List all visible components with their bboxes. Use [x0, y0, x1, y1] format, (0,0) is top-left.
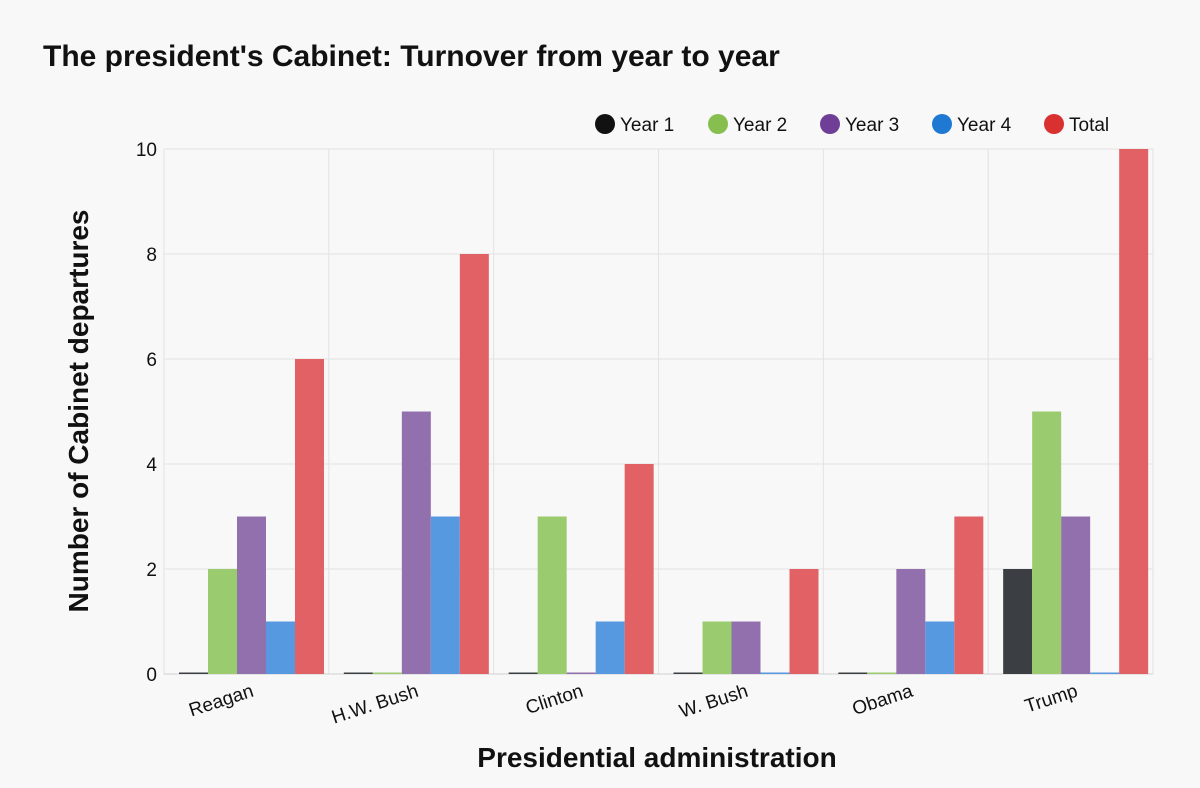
legend-swatch — [932, 114, 952, 134]
legend-label: Year 1 — [620, 115, 674, 136]
legend-swatch — [1044, 114, 1064, 134]
y-tick-label: 0 — [146, 665, 157, 686]
bar-year-4 — [430, 516, 460, 674]
legend-label: Year 3 — [845, 115, 899, 136]
legend: Year 1 Year 2 Year 3 Year 4 Total — [595, 114, 1109, 136]
bar-year-1 — [179, 672, 208, 674]
legend-swatch — [595, 114, 615, 134]
legend-label: Year 2 — [733, 115, 787, 136]
bar-year-3 — [237, 516, 266, 674]
y-tick-label: 2 — [146, 560, 157, 581]
bar-year-2 — [372, 672, 402, 674]
x-category-label: H.W. Bush — [329, 681, 421, 729]
bar-year-2 — [537, 516, 567, 674]
bar-year-4 — [760, 672, 790, 674]
bar-total — [295, 359, 324, 674]
bar-total — [789, 569, 819, 674]
y-tick-label: 10 — [136, 140, 157, 161]
bar-year-1 — [673, 672, 703, 674]
y-tick-label: 8 — [146, 245, 157, 266]
bar-year-2 — [208, 569, 237, 674]
bar-year-1 — [1003, 569, 1033, 674]
bar-year-4 — [1090, 672, 1120, 674]
bar-total — [954, 516, 984, 674]
bar-year-2 — [702, 621, 732, 674]
bar-year-3 — [566, 672, 596, 674]
bar-year-4 — [925, 621, 955, 674]
legend-swatch — [708, 114, 728, 134]
chart-title: The president's Cabinet: Turnover from y… — [43, 40, 780, 73]
bar-year-3 — [401, 411, 431, 674]
bar-year-3 — [1061, 516, 1091, 674]
x-category-label: Reagan — [186, 681, 256, 722]
x-category-label: Clinton — [523, 681, 586, 719]
bar-year-2 — [867, 672, 897, 674]
x-category-label: W. Bush — [677, 681, 751, 723]
bars — [179, 149, 1149, 674]
x-category-label: Trump — [1022, 681, 1080, 718]
bar-year-2 — [1032, 411, 1062, 674]
bar-year-4 — [266, 621, 295, 674]
x-axis-categories: Reagan H.W. Bush Clinton W. Bush Obama Trump — [186, 681, 1080, 729]
legend-label: Year 4 — [957, 115, 1012, 136]
bar-total — [459, 254, 489, 674]
y-tick-label: 6 — [146, 350, 157, 371]
bar-year-1 — [508, 672, 538, 674]
legend-swatch — [820, 114, 840, 134]
y-axis-ticks: 0 2 4 6 8 10 — [136, 140, 158, 686]
legend-label: Total — [1069, 115, 1109, 136]
bar-year-3 — [731, 621, 761, 674]
bar-total — [1119, 149, 1149, 674]
bar-year-1 — [838, 672, 868, 674]
bar-total — [624, 464, 654, 674]
gridlines — [163, 148, 1154, 675]
bar-year-1 — [343, 672, 373, 674]
bar-year-3 — [896, 569, 926, 674]
x-category-label: Obama — [850, 681, 916, 720]
y-tick-label: 4 — [146, 455, 157, 476]
x-axis-title: Presidential administration — [477, 742, 836, 773]
y-axis-title: Number of Cabinet departures — [63, 210, 94, 613]
bar-year-4 — [595, 621, 625, 674]
